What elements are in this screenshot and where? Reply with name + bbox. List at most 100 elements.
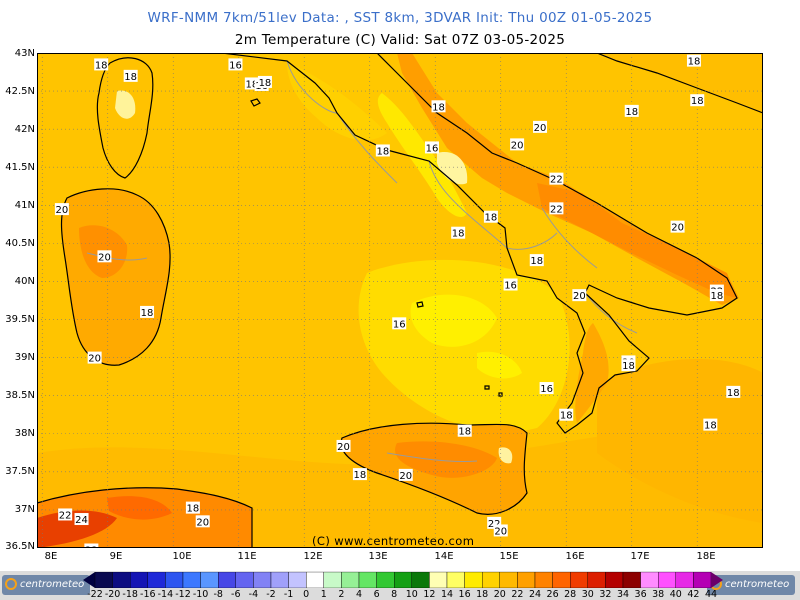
legend-swatch [165, 572, 184, 588]
contour-label: 18 [624, 104, 639, 118]
lat-label: 39.5N [5, 314, 35, 325]
legend-swatch [394, 572, 413, 588]
contour-label-bg [392, 317, 407, 330]
contour-label-text: 18 [485, 213, 498, 224]
legend-swatch [323, 572, 342, 588]
coastline-layer [37, 53, 763, 548]
contour-label: 18 [185, 501, 200, 515]
north-africa-hot-2 [107, 496, 172, 520]
contour-label: 18 [352, 468, 367, 481]
puglia-warm [537, 183, 737, 298]
legend-label: -4 [248, 589, 259, 600]
italy-coastline [221, 53, 738, 434]
sicily-coastline [340, 422, 528, 515]
lon-label: 8E [44, 551, 58, 562]
contour-label-bg [457, 424, 472, 437]
contour-label-bg [709, 289, 724, 302]
lon-label: 17E [630, 551, 650, 562]
legend-swatch [534, 572, 553, 588]
contour-label-text: 18 [625, 107, 638, 118]
tyrrhenian-coolest-2 [477, 351, 522, 379]
contour-label-text: 18 [245, 79, 258, 90]
region-border [86, 252, 148, 261]
legend-swatch [341, 572, 360, 588]
contour-label-text: 20 [573, 291, 586, 302]
contour-label-text: 16 [504, 280, 517, 291]
legend-swatch [622, 572, 641, 588]
lon-label: 10E [172, 551, 192, 562]
contour-label-bg [195, 515, 210, 528]
etna-cool [498, 447, 513, 464]
lon-label: 11E [237, 551, 257, 562]
legend-label: 12 [423, 589, 436, 600]
italy-mainland [222, 53, 737, 433]
ionian-warm-patch [597, 359, 763, 523]
legend-swatch [658, 572, 677, 588]
contour-label-text: 22 [550, 175, 563, 186]
contour-label: 24 [74, 513, 89, 526]
lat-label: 41N [14, 200, 35, 211]
contour-label: 20 [533, 120, 548, 134]
contour-label: 18 [703, 418, 718, 432]
elba-island [250, 98, 261, 107]
lat-label: 36.5N [5, 541, 35, 552]
legend-swatch [112, 572, 131, 588]
contour-label: 16 [228, 58, 243, 71]
ischia-island [416, 301, 424, 308]
contour-label-text: 18 [124, 72, 137, 83]
contour-label-text: 20 [671, 223, 684, 234]
contour-label: 16 [503, 278, 518, 291]
legend-label: 4 [355, 589, 363, 600]
contour-label-bg [539, 382, 554, 395]
country-border-layer [86, 60, 638, 462]
lon-label: 16E [565, 551, 585, 562]
contour-label: 20 [54, 203, 69, 216]
legend-label: 2 [338, 589, 345, 600]
contour-label-text: 16 [426, 143, 439, 154]
temperature-fill-layer [37, 53, 763, 548]
legend-label: 42 [687, 589, 700, 600]
contour-label-bg [424, 141, 439, 154]
legend-label: 18 [476, 589, 489, 600]
contour-label-layer: 1818161816181818181820162018222022182018… [54, 54, 741, 548]
legend-swatch [464, 572, 483, 588]
legend-swatch [640, 572, 659, 588]
contour-label-bg [670, 220, 685, 233]
map-frame [37, 53, 763, 548]
contour-label-text: 18 [376, 146, 389, 157]
tyrrhenian-coolest [410, 294, 497, 347]
legend-swatch [482, 572, 501, 588]
contour-label-bg [572, 289, 587, 302]
legend-swatch [675, 572, 694, 588]
legend-label: 44 [704, 589, 718, 600]
contour-label-bg [621, 359, 636, 372]
legend-label: 28 [564, 589, 577, 600]
contour-label-text: 18 [560, 411, 573, 422]
legend-label: -1 [283, 589, 294, 600]
contour-label-text: 18 [704, 421, 717, 432]
legend-swatch [587, 572, 606, 588]
contour-label: 22 [84, 543, 99, 548]
contour-label-bg [686, 54, 701, 67]
copyright-text: (C) www.centrometeo.com [312, 534, 475, 548]
legend-label: -2 [266, 589, 276, 600]
contour-label-bg [352, 468, 367, 481]
contour-label: 22 [549, 202, 564, 215]
legend-swatch [305, 572, 324, 588]
legend-swatch [693, 572, 712, 588]
contour-label-text: 18 [691, 96, 704, 107]
contour-label-bg [84, 543, 99, 548]
contour-label-bg [375, 144, 390, 157]
lat-label: 42N [14, 124, 35, 135]
lat-label: 41.5N [5, 162, 35, 173]
legend-swatch [429, 572, 448, 588]
contour-label-text: 20 [88, 354, 101, 365]
contour-label-bg [336, 439, 351, 452]
contour-label: 18 [709, 289, 724, 302]
apennine-cool-2 [437, 152, 468, 185]
contour-label-bg [185, 501, 200, 514]
legend-swatch [552, 572, 571, 588]
contour-label-bg [690, 94, 705, 107]
contour-label-bg [703, 418, 718, 431]
contour-label-text: 20 [511, 140, 524, 151]
